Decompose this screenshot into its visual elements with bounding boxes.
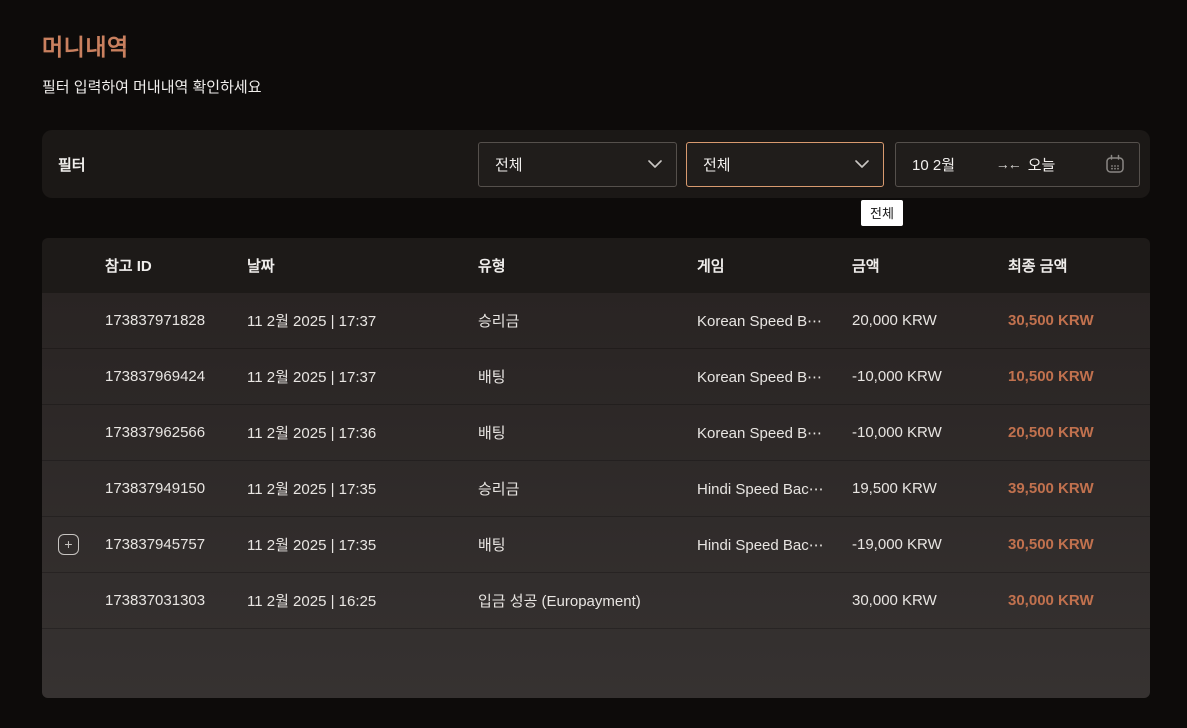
cell-ref-id: 173837031303: [105, 592, 206, 609]
cell-final-amount: 30,500 KRW: [1008, 536, 1094, 553]
date-end-value: 오늘: [1027, 156, 1056, 174]
header-date: 날짜: [247, 258, 275, 275]
table-row: 173837969424 11 2월 2025 | 17:37 배팅 Korea…: [42, 349, 1150, 405]
cell-amount: -10,000 KRW: [852, 368, 942, 385]
table-row: 173837962566 11 2월 2025 | 17:36 배팅 Korea…: [42, 405, 1150, 461]
cell-final-amount: 20,500 KRW: [1008, 424, 1094, 441]
header-game: 게임: [697, 258, 725, 275]
chevron-down-icon: [648, 160, 662, 168]
filter-bar: 필터 전체 전체 10 2월 →← 오늘: [42, 130, 1150, 198]
cell-amount: -10,000 KRW: [852, 424, 942, 441]
page-subtitle: 필터 입력하여 머내내역 확인하세요: [42, 79, 262, 96]
table-row: + 173837945757 11 2월 2025 | 17:35 배팅 Hin…: [42, 517, 1150, 573]
select-tooltip: 전체: [861, 200, 903, 226]
cell-final-amount: 10,500 KRW: [1008, 368, 1094, 385]
plus-icon: +: [64, 536, 73, 552]
cell-type: 승리금: [478, 481, 520, 498]
game-select[interactable]: 전체: [686, 141, 884, 187]
expand-row-button[interactable]: +: [58, 534, 79, 555]
date-range-picker[interactable]: 10 2월 →← 오늘: [895, 141, 1140, 187]
cell-final-amount: 30,000 KRW: [1008, 592, 1094, 609]
cell-amount: 19,500 KRW: [852, 480, 937, 497]
cell-final-amount: 30,500 KRW: [1008, 312, 1094, 329]
cell-final-amount: 39,500 KRW: [1008, 480, 1094, 497]
header-amount: 금액: [852, 258, 880, 275]
cell-type: 배팅: [478, 369, 506, 386]
cell-ref-id: 173837971828: [105, 312, 206, 329]
table-header-row: 참고 ID 날짜 유형 게임 금액 최종 금액: [42, 238, 1150, 293]
cell-ref-id: 173837962566: [105, 424, 206, 441]
filter-label: 필터: [58, 156, 86, 174]
cell-date: 11 2월 2025 | 17:35: [247, 537, 377, 554]
date-start-value: 10 2월: [912, 156, 955, 174]
expand-cell: +: [42, 534, 105, 555]
cell-date: 11 2월 2025 | 17:35: [247, 481, 377, 498]
cell-game: Korean Speed B⋯: [697, 312, 823, 330]
header-ref-id: 참고 ID: [105, 258, 152, 275]
cell-date: 11 2월 2025 | 17:37: [247, 313, 377, 330]
cell-date: 11 2월 2025 | 16:25: [247, 593, 377, 610]
cell-game: Korean Speed B⋯: [697, 368, 823, 386]
game-select-value: 전체: [703, 156, 731, 174]
cell-type: 승리금: [478, 313, 520, 330]
cell-ref-id: 173837969424: [105, 368, 206, 385]
header-type: 유형: [478, 258, 506, 275]
cell-amount: -19,000 KRW: [852, 536, 942, 553]
money-history-table: 참고 ID 날짜 유형 게임 금액 최종 금액 173837971828 11 …: [42, 238, 1150, 698]
cell-amount: 30,000 KRW: [852, 592, 937, 609]
arrows-meet-icon: →←: [995, 156, 1022, 172]
cell-date: 11 2월 2025 | 17:37: [247, 369, 377, 386]
cell-date: 11 2월 2025 | 17:36: [247, 425, 377, 442]
cell-ref-id: 173837949150: [105, 480, 206, 497]
table-row: 173837971828 11 2월 2025 | 17:37 승리금 Kore…: [42, 293, 1150, 349]
cell-game: Hindi Speed Bac⋯: [697, 480, 824, 498]
type-select-value: 전체: [495, 156, 523, 174]
header-final-amount: 최종 금액: [1008, 258, 1068, 275]
table-row: 173837031303 11 2월 2025 | 16:25 입금 성공 (E…: [42, 573, 1150, 629]
cell-game: Korean Speed B⋯: [697, 424, 823, 442]
table-body: 173837971828 11 2월 2025 | 17:37 승리금 Kore…: [42, 293, 1150, 698]
chevron-down-icon: [855, 160, 869, 168]
page-title: 머니내역: [42, 34, 129, 60]
calendar-icon[interactable]: [1104, 153, 1126, 175]
table-row: 173837949150 11 2월 2025 | 17:35 승리금 Hind…: [42, 461, 1150, 517]
cell-amount: 20,000 KRW: [852, 312, 937, 329]
cell-type: 배팅: [478, 425, 506, 442]
cell-type: 배팅: [478, 537, 506, 554]
cell-type: 입금 성공 (Europayment): [478, 593, 641, 610]
cell-ref-id: 173837945757: [105, 536, 206, 553]
cell-game: Hindi Speed Bac⋯: [697, 536, 824, 554]
type-select[interactable]: 전체: [478, 141, 677, 187]
